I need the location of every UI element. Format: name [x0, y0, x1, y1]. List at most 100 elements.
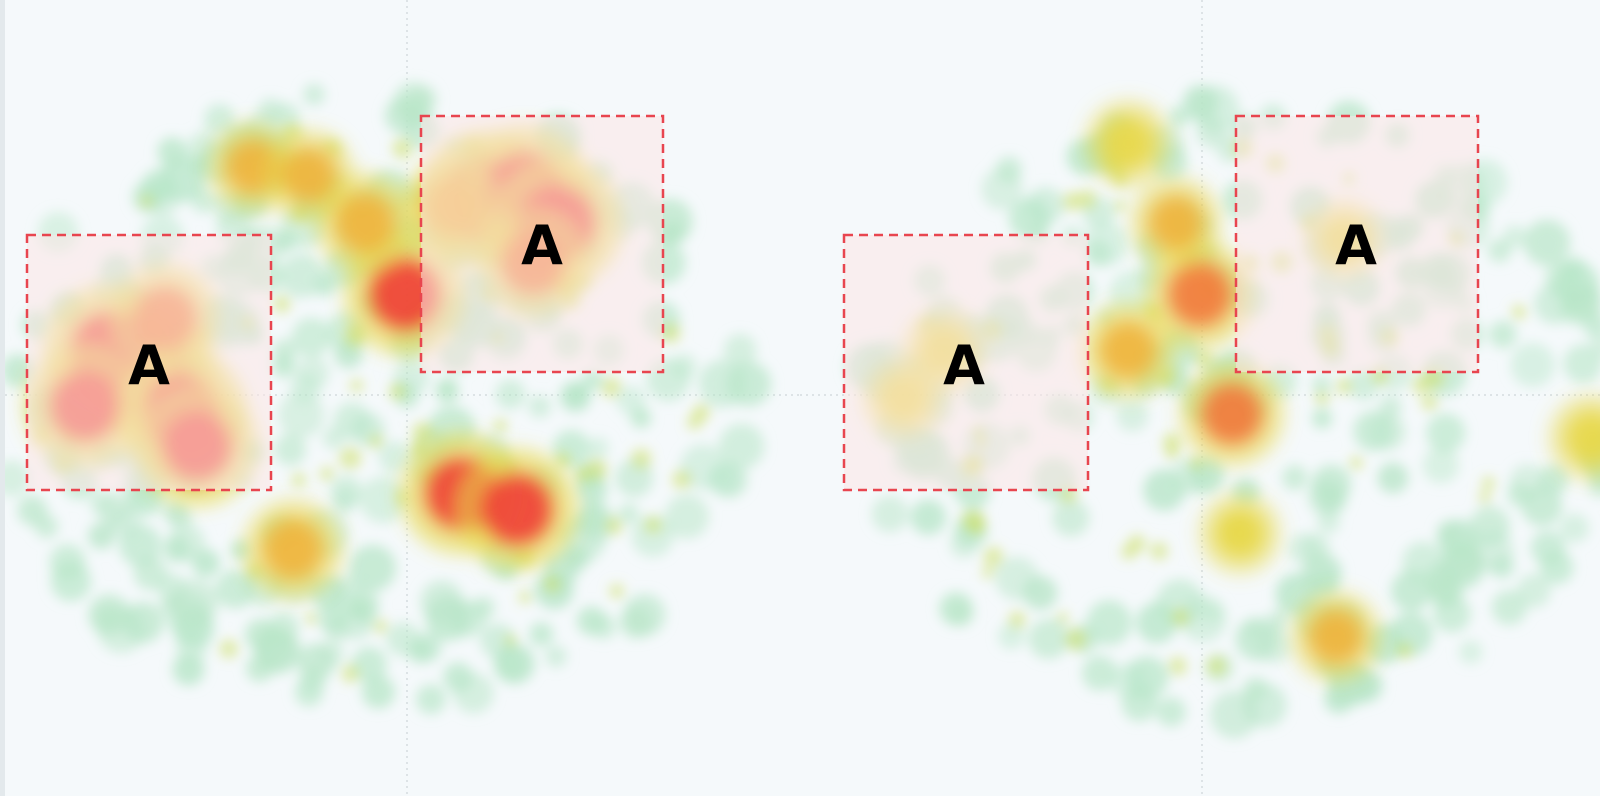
region-label: A	[521, 214, 563, 277]
density-point	[480, 623, 516, 659]
density-spot	[1395, 641, 1413, 660]
density-point	[420, 580, 464, 624]
region-label: A	[943, 334, 985, 397]
hotspot	[479, 471, 555, 547]
density-point	[1436, 520, 1461, 545]
density-spot	[644, 515, 663, 535]
density-point	[1317, 510, 1340, 534]
hotspot	[1308, 608, 1364, 665]
density-spot	[630, 448, 652, 470]
density-point	[34, 514, 59, 539]
density-point	[576, 606, 606, 636]
density-point	[416, 684, 446, 715]
heatmap-canvas-right: AA	[800, 0, 1600, 796]
density-point	[294, 678, 324, 707]
density-spot	[1194, 349, 1214, 369]
hotspot	[262, 518, 324, 580]
density-spot	[392, 137, 414, 159]
density-point	[726, 361, 772, 407]
density-spot	[554, 451, 572, 469]
density-spot	[1421, 393, 1438, 411]
density-point	[664, 494, 710, 539]
density-point	[1563, 344, 1600, 384]
density-point	[588, 437, 609, 458]
density-spot	[341, 664, 360, 683]
density-spot	[1076, 189, 1097, 210]
density-spot	[319, 466, 335, 482]
density-point	[1311, 464, 1352, 505]
density-point	[1471, 530, 1514, 573]
density-point	[1081, 655, 1118, 691]
hotspot	[334, 192, 396, 254]
density-point	[1155, 579, 1204, 628]
hotspot	[1101, 116, 1155, 170]
density-point	[1084, 239, 1112, 267]
region-box	[1234, 114, 1480, 374]
density-point	[203, 103, 236, 135]
density-point	[351, 646, 387, 683]
density-spot	[504, 634, 517, 647]
density-spot	[1411, 376, 1430, 394]
hotspot	[1214, 508, 1266, 559]
density-point	[384, 97, 422, 134]
density-point	[1266, 610, 1289, 632]
density-point	[172, 653, 205, 686]
density-point	[386, 622, 421, 657]
density-spot	[600, 376, 622, 398]
density-point	[192, 549, 220, 577]
density-spot	[1113, 199, 1126, 213]
density-point	[291, 317, 332, 357]
region-label: A	[1335, 214, 1377, 277]
density-point	[302, 83, 326, 106]
density-point	[163, 536, 191, 563]
density-point	[323, 616, 350, 642]
density-point	[244, 618, 278, 651]
hotspot	[281, 147, 337, 204]
density-spot	[981, 566, 995, 579]
density-point	[453, 672, 494, 714]
density-spot	[1062, 191, 1082, 212]
density-spot	[1064, 627, 1088, 651]
density-point	[1026, 186, 1065, 225]
density-point	[1116, 399, 1149, 432]
density-spot	[604, 516, 623, 536]
hotspot	[1565, 411, 1600, 465]
density-point	[910, 499, 947, 535]
density-point	[1538, 464, 1569, 495]
density-point	[1379, 395, 1402, 419]
density-point	[297, 643, 336, 681]
density-spot	[272, 294, 291, 313]
hotspot	[1166, 261, 1234, 328]
density-spot	[1478, 491, 1492, 504]
density-spot	[373, 619, 388, 634]
density-point	[280, 253, 324, 298]
density-point	[108, 505, 141, 538]
density-point	[1510, 342, 1555, 388]
density-point	[157, 137, 188, 167]
density-point	[1458, 640, 1483, 664]
hotspot	[1148, 194, 1204, 251]
density-point	[671, 353, 697, 379]
density-spot	[660, 322, 681, 344]
density-point	[949, 530, 978, 559]
density-spot	[1171, 608, 1190, 627]
density-point	[378, 440, 410, 473]
density-spot	[983, 546, 1004, 568]
density-point	[278, 392, 325, 438]
density-point	[1426, 413, 1466, 453]
density-point	[171, 578, 219, 627]
density-point	[981, 168, 1023, 210]
density-point	[1196, 116, 1228, 148]
density-spot	[338, 446, 362, 470]
region-box	[419, 114, 665, 374]
density-point	[1052, 499, 1090, 537]
density-point	[5, 460, 30, 497]
density-point	[1028, 618, 1069, 660]
density-spot	[1189, 456, 1203, 470]
density-spot	[686, 414, 703, 430]
density-spot	[1164, 445, 1179, 460]
density-point	[1502, 225, 1527, 249]
density-spot	[1162, 432, 1182, 452]
density-point	[1491, 590, 1527, 626]
